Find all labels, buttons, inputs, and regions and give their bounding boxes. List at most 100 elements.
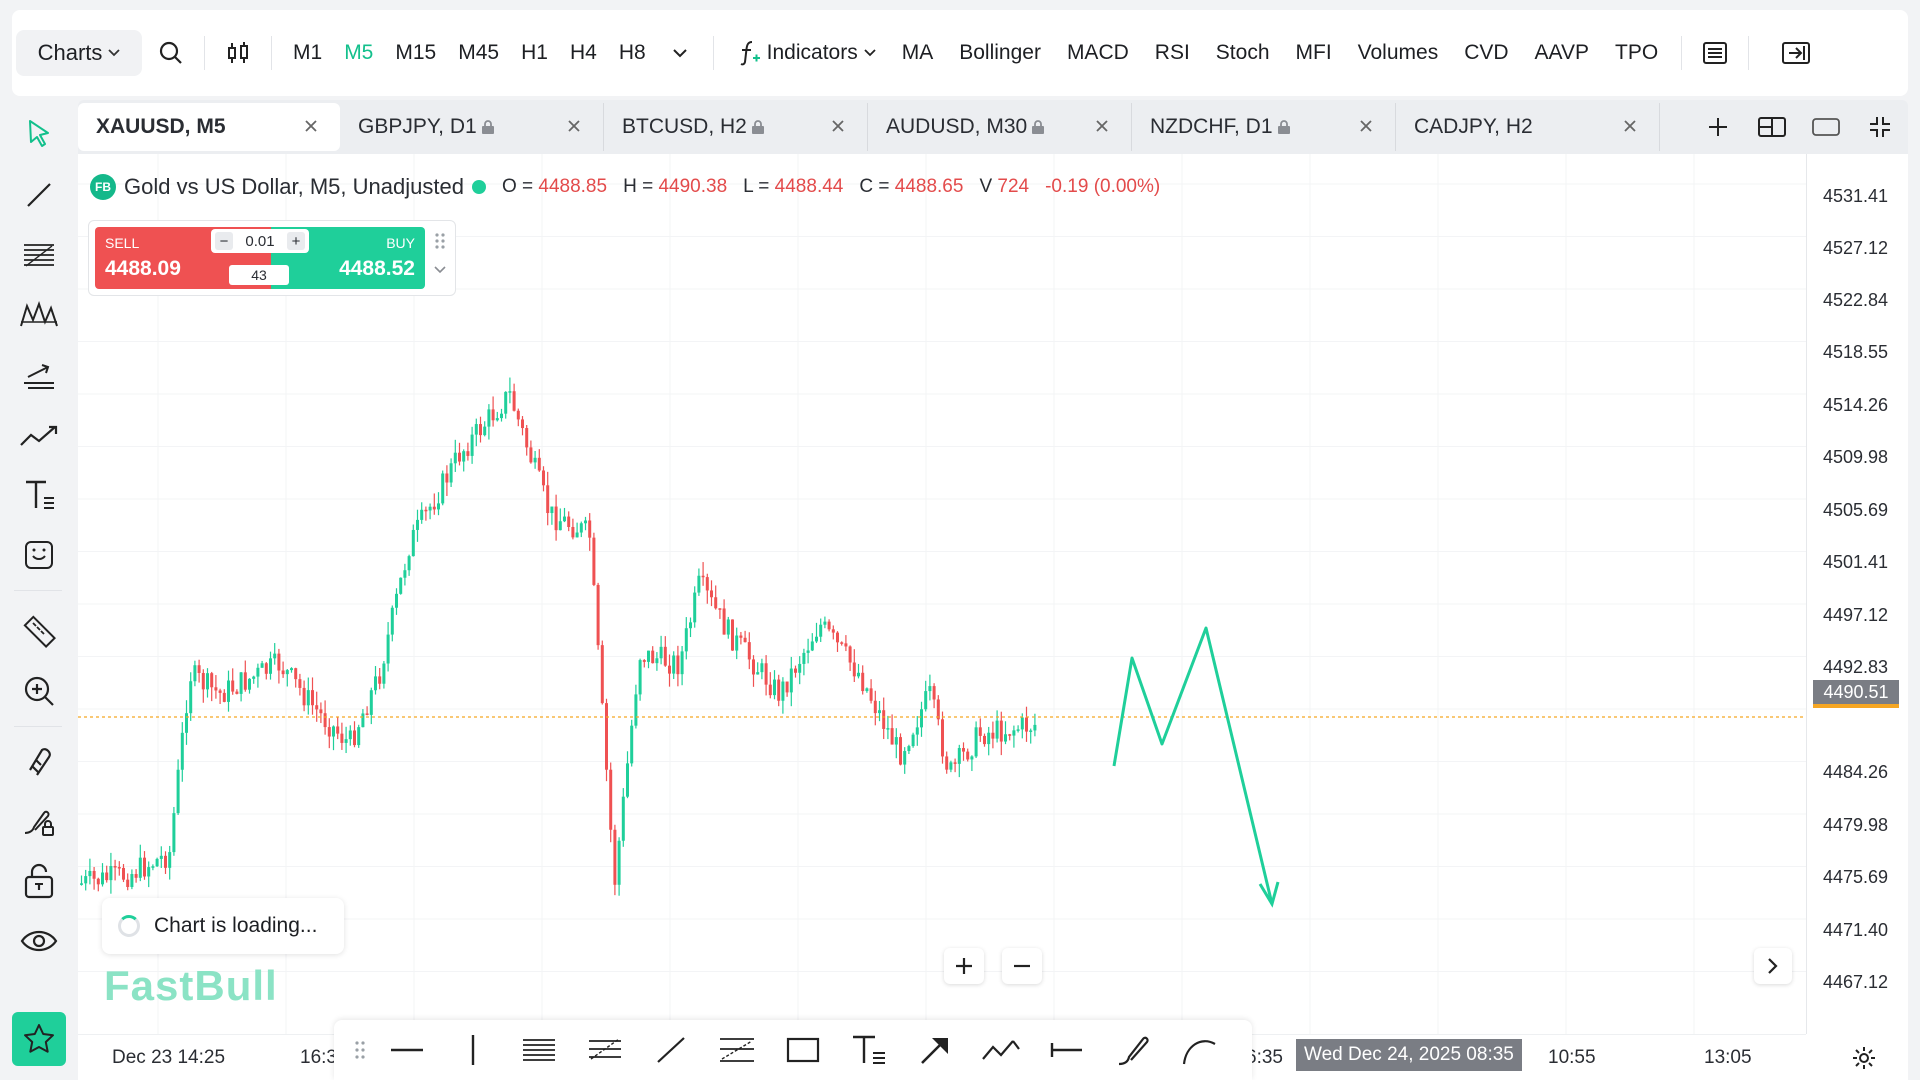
indicator-ma[interactable]: MA: [901, 41, 934, 64]
favorites-button[interactable]: [12, 1012, 66, 1066]
symbol-title[interactable]: Gold vs US Dollar, M5, Unadjusted: [124, 174, 464, 199]
trend-line-tool[interactable]: [14, 170, 64, 220]
lock-drawings-tool[interactable]: [14, 796, 64, 846]
ray-tool[interactable]: [638, 1022, 704, 1078]
tab-xauusd-m5[interactable]: XAUUSD, M5: [78, 103, 340, 151]
lot-increase-button[interactable]: +: [286, 232, 305, 250]
lot-size-value[interactable]: 0.01: [245, 232, 275, 250]
candle-body: [865, 688, 869, 692]
indicator-rsi[interactable]: RSI: [1154, 41, 1190, 64]
unlock-tool[interactable]: [14, 856, 64, 906]
cursor-tool[interactable]: [14, 108, 64, 158]
candle-body: [474, 424, 478, 435]
indicator-cvd[interactable]: CVD: [1464, 41, 1509, 64]
price-axis[interactable]: 4531.41 4527.12 4522.84 4518.55 4514.26 …: [1806, 154, 1908, 1034]
magnet-tool[interactable]: [14, 736, 64, 786]
regression-tool[interactable]: [704, 1022, 770, 1078]
tab-nzdchf-d1[interactable]: NZDCHF, D1: [1132, 103, 1396, 151]
visibility-tool[interactable]: [14, 916, 64, 966]
lot-decrease-button[interactable]: −: [215, 232, 233, 250]
charts-menu-button[interactable]: Charts: [16, 30, 142, 76]
zoom-in-button[interactable]: [944, 948, 984, 984]
indicator-bollinger[interactable]: Bollinger: [959, 41, 1041, 64]
candle-body: [302, 687, 306, 706]
search-button[interactable]: [148, 30, 194, 76]
indicator-volumes[interactable]: Volumes: [1357, 41, 1439, 64]
lot-size-stepper: − 0.01 +: [211, 229, 309, 253]
indicator-tpo[interactable]: TPO: [1615, 41, 1659, 64]
scroll-to-latest-button[interactable]: [1754, 948, 1792, 984]
channel-icon: [523, 1039, 555, 1061]
parallel-channel-tool[interactable]: [506, 1022, 572, 1078]
zoom-in-tool[interactable]: [14, 666, 64, 716]
price-tick: 4531.41: [1823, 186, 1889, 206]
timeframe-m5[interactable]: M5: [344, 41, 374, 64]
tab-gbpjpy-d1[interactable]: GBPJPY, D1: [340, 103, 604, 151]
price-tick: 4479.98: [1823, 815, 1889, 835]
timeframe-h4[interactable]: H4: [569, 41, 597, 64]
tab-cadjpy-h2[interactable]: CADJPY, H2: [1396, 103, 1660, 151]
fullscreen-exit-button[interactable]: [1858, 105, 1902, 149]
more-timeframes-button[interactable]: [657, 30, 703, 76]
chart-canvas[interactable]: [78, 154, 1908, 1080]
measure-tool[interactable]: [14, 606, 64, 656]
candle-body: [907, 746, 911, 752]
indicator-macd[interactable]: MACD: [1066, 41, 1129, 64]
buy-button[interactable]: BUY 4488.52: [271, 227, 425, 289]
toolbar-drag-handle[interactable]: [346, 1030, 374, 1070]
text-tool[interactable]: [14, 470, 64, 520]
chart-type-button[interactable]: [215, 30, 261, 76]
indicator-stoch[interactable]: Stoch: [1215, 41, 1270, 64]
brush-tool[interactable]: [1100, 1022, 1166, 1078]
timeframe-m1[interactable]: M1: [293, 41, 323, 64]
zoom-out-button[interactable]: [1002, 948, 1042, 984]
time-tick: 10:55: [1548, 1047, 1596, 1068]
collapse-panel-button[interactable]: [1773, 30, 1819, 76]
rectangle-tool[interactable]: [770, 1022, 836, 1078]
fibonacci-tool[interactable]: [14, 230, 64, 280]
timeframe-m45[interactable]: M45: [458, 41, 500, 64]
layout-button[interactable]: [1750, 105, 1794, 149]
close-value: 4488.65: [894, 176, 964, 197]
arrow-tool[interactable]: [902, 1022, 968, 1078]
close-tab-button[interactable]: [1091, 115, 1113, 137]
arc-tool[interactable]: [1166, 1022, 1232, 1078]
pattern-tool[interactable]: [14, 290, 64, 340]
vertical-line-tool[interactable]: [440, 1022, 506, 1078]
close-tab-button[interactable]: [827, 115, 849, 137]
single-layout-button[interactable]: [1804, 105, 1848, 149]
object-tree-button[interactable]: [1692, 30, 1738, 76]
horizontal-line-tool[interactable]: [374, 1022, 440, 1078]
close-tab-button[interactable]: [300, 115, 322, 137]
timeframe-h8[interactable]: H8: [618, 41, 646, 64]
text-note-tool[interactable]: [836, 1022, 902, 1078]
indicator-mfi[interactable]: MFI: [1295, 41, 1332, 64]
close-tab-button[interactable]: [1355, 115, 1377, 137]
expand-trade-button[interactable]: [433, 265, 451, 285]
indicators-button[interactable]: Indicators: [724, 30, 889, 76]
tab-btcusd-h2[interactable]: BTCUSD, H2: [604, 103, 868, 151]
tab-audusd-m30[interactable]: AUDUSD, M30: [868, 103, 1132, 151]
price-range-tool[interactable]: [1034, 1022, 1100, 1078]
emoji-tool[interactable]: [14, 530, 64, 580]
price-chart-svg[interactable]: [78, 154, 1806, 1034]
forecast-tool[interactable]: [14, 410, 64, 460]
indicator-aavp[interactable]: AAVP: [1534, 41, 1590, 64]
fib-retracement-tool[interactable]: [572, 1022, 638, 1078]
chart-settings-button[interactable]: [1846, 1040, 1882, 1076]
drag-handle[interactable]: [433, 231, 451, 251]
add-tab-button[interactable]: [1696, 105, 1740, 149]
magnet-icon: [29, 748, 51, 776]
timeframe-m15[interactable]: M15: [395, 41, 437, 64]
projection-tool[interactable]: [14, 350, 64, 400]
timeframe-h1[interactable]: H1: [521, 41, 548, 64]
close-icon: [832, 120, 844, 132]
candle-body: [638, 660, 642, 695]
close-tab-button[interactable]: [563, 115, 585, 137]
candle-body: [647, 650, 650, 662]
path-tool[interactable]: [968, 1022, 1034, 1078]
chart-tabs: XAUUSD, M5 GBPJPY, D1 BTCUSD, H2 AUDUSD,…: [78, 100, 1908, 154]
rectangle-icon: [786, 1037, 820, 1063]
pattern-drawing: [1112, 626, 1274, 905]
close-tab-button[interactable]: [1619, 115, 1641, 137]
